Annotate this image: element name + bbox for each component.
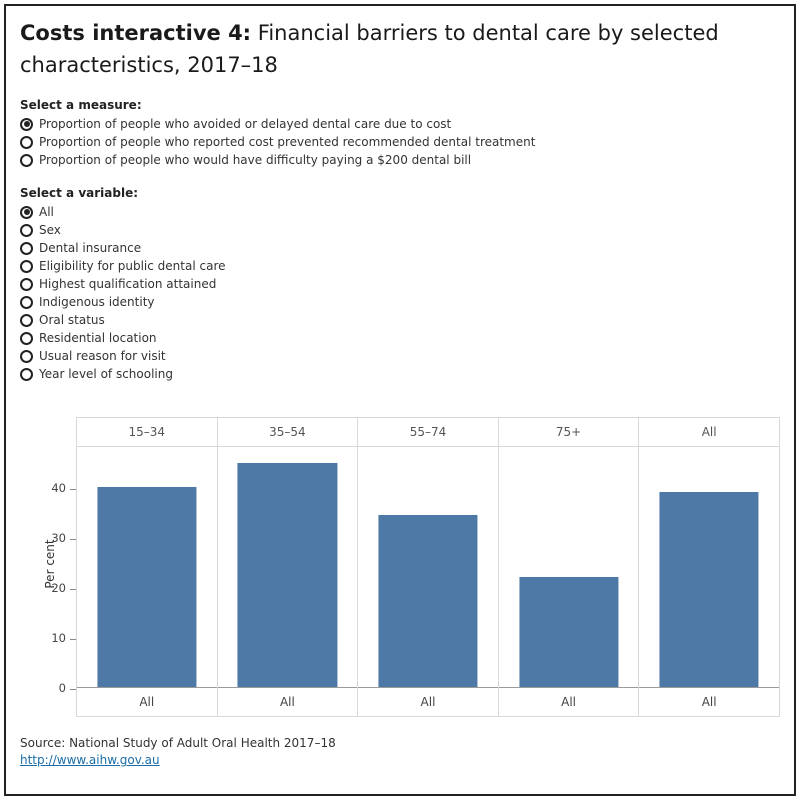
y-tick-label: 20: [36, 581, 76, 595]
chart-footer: Source: National Study of Adult Oral Hea…: [20, 735, 780, 770]
variable-option-label: Year level of schooling: [39, 367, 173, 381]
panel-x-label: All: [639, 687, 779, 717]
radio-icon[interactable]: [20, 367, 33, 381]
variable-option-label: All: [39, 205, 54, 219]
panel-x-label: All: [358, 687, 498, 717]
radio-icon[interactable]: [20, 223, 33, 237]
bar[interactable]: [519, 577, 619, 687]
variable-option-label: Residential location: [39, 331, 157, 345]
measure-option-label: Proportion of people who would have diff…: [39, 153, 472, 167]
chart-panel-35-54: 35–54 All: [217, 417, 359, 717]
panel-header-label: 55–74: [358, 417, 498, 447]
radio-icon[interactable]: [20, 295, 33, 309]
panel-header-label: 75+: [498, 417, 639, 447]
variable-option-4[interactable]: Highest qualification attained: [20, 275, 780, 293]
variable-option-0[interactable]: All: [20, 203, 780, 221]
radio-icon[interactable]: [20, 117, 33, 131]
measure-option-label: Proportion of people who reported cost p…: [39, 135, 536, 149]
radio-icon[interactable]: [20, 349, 33, 363]
measure-option-1[interactable]: Proportion of people who reported cost p…: [20, 133, 780, 151]
variable-option-label: Indigenous identity: [39, 295, 155, 309]
bar[interactable]: [378, 514, 478, 687]
variable-option-6[interactable]: Oral status: [20, 311, 780, 329]
panel-header-label: 35–54: [217, 417, 358, 447]
chart-panel-all: All All: [639, 417, 780, 717]
source-link[interactable]: http://www.aihw.gov.au: [20, 753, 160, 768]
panel-plot: [77, 447, 217, 687]
panel-x-label: All: [77, 687, 217, 717]
variable-option-3[interactable]: Eligibility for public dental care: [20, 257, 780, 275]
y-axis: Per cent 0 10 20 30 40: [20, 417, 76, 717]
radio-icon[interactable]: [20, 135, 33, 149]
variable-option-9[interactable]: Year level of schooling: [20, 365, 780, 383]
radio-icon[interactable]: [20, 331, 33, 345]
bar-chart: Per cent 0 10 20 30 40 15–34 All 35–54: [20, 417, 780, 717]
variable-option-1[interactable]: Sex: [20, 221, 780, 239]
y-tick-label: 0: [36, 681, 76, 695]
variable-option-label: Sex: [39, 223, 61, 237]
panel-plot: [498, 447, 639, 687]
variable-group-label: Select a variable:: [20, 186, 139, 200]
panel-plot: [358, 447, 498, 687]
measure-option-2[interactable]: Proportion of people who would have diff…: [20, 151, 780, 169]
chart-panel-55-74: 55–74 All: [358, 417, 499, 717]
variable-option-2[interactable]: Dental insurance: [20, 239, 780, 257]
page-title-rest: Financial barriers to dental care by sel…: [20, 21, 719, 77]
panel-x-label: All: [217, 687, 358, 717]
variable-option-label: Dental insurance: [39, 241, 142, 255]
bar[interactable]: [237, 462, 337, 687]
radio-icon[interactable]: [20, 153, 33, 167]
radio-icon[interactable]: [20, 205, 33, 219]
panel-x-label: All: [498, 687, 639, 717]
radio-icon[interactable]: [20, 313, 33, 327]
panel-plot: [217, 447, 358, 687]
measure-option-label: Proportion of people who avoided or dela…: [39, 117, 452, 131]
variable-option-5[interactable]: Indigenous identity: [20, 293, 780, 311]
variable-option-7[interactable]: Residential location: [20, 329, 780, 347]
radio-icon[interactable]: [20, 277, 33, 291]
radio-icon[interactable]: [20, 259, 33, 273]
panel-plot: [639, 447, 779, 687]
bar[interactable]: [97, 486, 197, 687]
chart-panels: 15–34 All 35–54 All 55–74 All: [76, 417, 780, 717]
page-title: Costs interactive 4: Financial barriers …: [20, 18, 765, 81]
measure-group-label: Select a measure:: [20, 98, 142, 112]
y-tick-label: 10: [36, 631, 76, 645]
bar[interactable]: [659, 492, 759, 687]
variable-option-label: Eligibility for public dental care: [39, 259, 226, 273]
variable-group: Select a variable: All Sex Dental insura…: [20, 186, 780, 383]
measure-group: Select a measure: Proportion of people w…: [20, 98, 780, 169]
variable-option-label: Highest qualification attained: [39, 277, 217, 291]
page-title-prefix: Costs interactive 4:: [20, 21, 252, 45]
y-tick-label: 30: [36, 531, 76, 545]
chart-panel-15-34: 15–34 All: [77, 417, 218, 717]
dashboard: Costs interactive 4: Financial barriers …: [4, 4, 796, 796]
panel-header-label: 15–34: [77, 417, 217, 447]
measure-option-0[interactable]: Proportion of people who avoided or dela…: [20, 115, 780, 133]
variable-option-label: Oral status: [39, 313, 105, 327]
variable-option-label: Usual reason for visit: [39, 349, 166, 363]
source-note: Source: National Study of Adult Oral Hea…: [20, 736, 336, 750]
radio-icon[interactable]: [20, 241, 33, 255]
panel-header-label: All: [639, 417, 779, 447]
y-tick-label: 40: [36, 481, 76, 495]
y-tick-area: 0 10 20 30 40: [20, 447, 76, 695]
chart-panel-75-plus: 75+ All: [498, 417, 640, 717]
variable-option-8[interactable]: Usual reason for visit: [20, 347, 780, 365]
